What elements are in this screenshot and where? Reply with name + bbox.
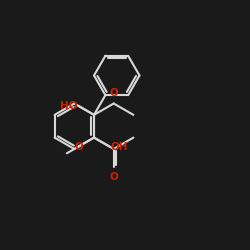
Text: HO: HO <box>60 101 77 111</box>
Text: O: O <box>109 88 118 98</box>
Text: OH: OH <box>111 142 128 152</box>
Text: O: O <box>74 142 83 152</box>
Text: O: O <box>109 172 118 182</box>
